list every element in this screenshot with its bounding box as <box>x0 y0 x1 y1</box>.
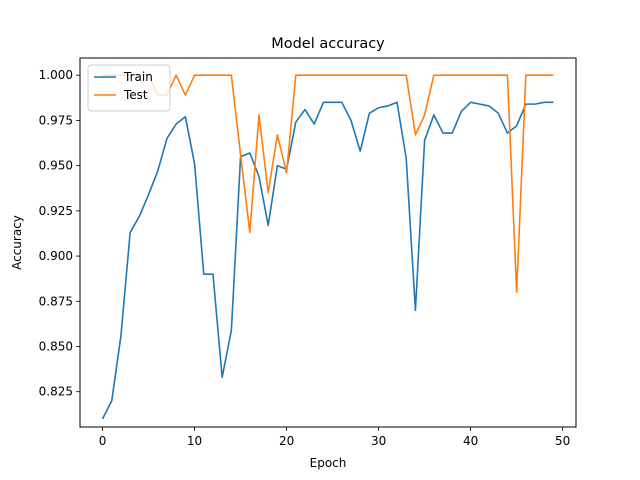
x-axis-label: Epoch <box>310 456 347 470</box>
y-tick-label: 0.900 <box>39 249 73 263</box>
y-axis-label: Accuracy <box>10 215 24 270</box>
legend-label-test: Test <box>123 88 148 102</box>
series-layer <box>101 74 554 420</box>
legend-label-train: Train <box>123 70 153 84</box>
y-tick-label: 0.850 <box>39 340 73 354</box>
ticks-layer: 0 10 20 30 40 50 0.825 0.850 0.875 0.900 0.925 0.95… <box>39 68 571 448</box>
y-tick-label: 0.875 <box>39 294 73 308</box>
series-line-train <box>101 101 554 420</box>
x-tick-label: 40 <box>463 434 478 448</box>
y-tick-label: 0.975 <box>39 113 73 127</box>
y-tick-label: 0.825 <box>39 385 73 399</box>
x-tick-label: 0 <box>99 434 107 448</box>
series-line-test <box>102 74 554 294</box>
axes-frame <box>79 57 577 428</box>
chart-title: Model accuracy <box>271 36 385 52</box>
y-tick-label: 0.950 <box>39 159 73 173</box>
x-tick-label: 20 <box>279 434 294 448</box>
y-tick-label: 1.000 <box>39 68 73 82</box>
x-tick-label: 30 <box>371 434 386 448</box>
x-tick-label: 50 <box>555 434 570 448</box>
legend: Train Test <box>87 64 171 112</box>
y-tick-label: 0.925 <box>39 204 73 218</box>
x-tick-label: 10 <box>187 434 202 448</box>
